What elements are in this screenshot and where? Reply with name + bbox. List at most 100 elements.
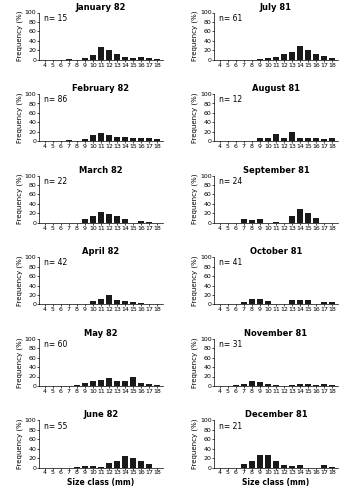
Text: n= 24: n= 24 (219, 177, 242, 186)
Bar (249, 381, 255, 386)
Bar (297, 138, 303, 141)
Text: n= 60: n= 60 (44, 340, 68, 349)
Bar (106, 136, 112, 141)
Bar (90, 466, 96, 468)
Bar (106, 214, 112, 223)
Bar (130, 302, 136, 304)
Title: March 82: March 82 (79, 166, 123, 175)
Bar (90, 381, 96, 386)
Bar (305, 212, 311, 223)
Bar (154, 139, 160, 141)
Y-axis label: Frequency (%): Frequency (%) (191, 92, 198, 143)
Bar (257, 59, 263, 60)
Bar (122, 381, 128, 386)
Bar (154, 385, 160, 386)
Bar (138, 220, 144, 223)
Bar (146, 58, 152, 60)
Bar (329, 385, 335, 386)
Bar (106, 378, 112, 386)
Bar (130, 458, 136, 468)
Bar (329, 302, 335, 304)
Bar (66, 140, 72, 141)
Bar (297, 384, 303, 386)
Bar (273, 385, 279, 386)
Bar (106, 50, 112, 60)
Text: n= 55: n= 55 (44, 422, 68, 430)
Bar (98, 134, 104, 141)
X-axis label: Size class (mm): Size class (mm) (67, 478, 134, 487)
Y-axis label: Frequency (%): Frequency (%) (16, 92, 23, 143)
Bar (90, 136, 96, 141)
Bar (273, 56, 279, 60)
Bar (138, 382, 144, 386)
Bar (249, 299, 255, 304)
Text: n= 12: n= 12 (219, 96, 242, 104)
X-axis label: Size class (mm): Size class (mm) (242, 478, 310, 487)
Bar (313, 218, 319, 223)
Bar (313, 54, 319, 60)
Bar (329, 58, 335, 60)
Bar (257, 299, 263, 304)
Bar (313, 138, 319, 141)
Bar (114, 300, 120, 304)
Bar (114, 381, 120, 386)
Bar (114, 136, 120, 141)
Bar (146, 464, 152, 468)
Bar (130, 138, 136, 141)
Bar (130, 376, 136, 386)
Title: November 81: November 81 (244, 329, 308, 338)
Bar (321, 465, 327, 468)
Bar (146, 138, 152, 141)
Title: December 81: December 81 (244, 410, 307, 420)
Bar (329, 466, 335, 468)
Bar (138, 303, 144, 304)
Bar (66, 59, 72, 60)
Bar (265, 58, 271, 60)
Bar (265, 454, 271, 468)
Bar (265, 384, 271, 386)
Bar (305, 50, 311, 60)
Title: April 82: April 82 (82, 248, 119, 256)
Bar (289, 466, 295, 468)
Bar (233, 385, 239, 386)
Title: May 82: May 82 (84, 329, 118, 338)
Bar (313, 385, 319, 386)
Title: October 81: October 81 (250, 248, 302, 256)
Bar (257, 219, 263, 223)
Text: n= 61: n= 61 (219, 14, 242, 23)
Bar (82, 139, 88, 141)
Bar (321, 139, 327, 141)
Bar (329, 138, 335, 141)
Bar (281, 138, 287, 141)
Bar (138, 138, 144, 141)
Bar (154, 59, 160, 60)
Bar (281, 465, 287, 468)
Bar (273, 462, 279, 468)
Bar (138, 462, 144, 468)
Bar (90, 55, 96, 60)
Bar (114, 462, 120, 468)
Bar (305, 138, 311, 141)
Bar (289, 300, 295, 304)
Bar (74, 385, 80, 386)
Bar (249, 220, 255, 223)
Bar (249, 462, 255, 468)
Bar (289, 132, 295, 141)
Bar (114, 54, 120, 60)
Bar (122, 301, 128, 304)
Bar (98, 466, 104, 468)
Title: August 81: August 81 (252, 84, 300, 93)
Bar (321, 56, 327, 60)
Bar (98, 380, 104, 386)
Bar (146, 222, 152, 223)
Bar (273, 134, 279, 141)
Text: n= 42: n= 42 (44, 258, 68, 268)
Bar (82, 466, 88, 468)
Text: n= 86: n= 86 (44, 96, 68, 104)
Bar (265, 138, 271, 141)
Bar (138, 56, 144, 60)
Y-axis label: Frequency (%): Frequency (%) (191, 174, 198, 224)
Bar (146, 384, 152, 386)
Y-axis label: Frequency (%): Frequency (%) (16, 11, 23, 62)
Bar (257, 138, 263, 141)
